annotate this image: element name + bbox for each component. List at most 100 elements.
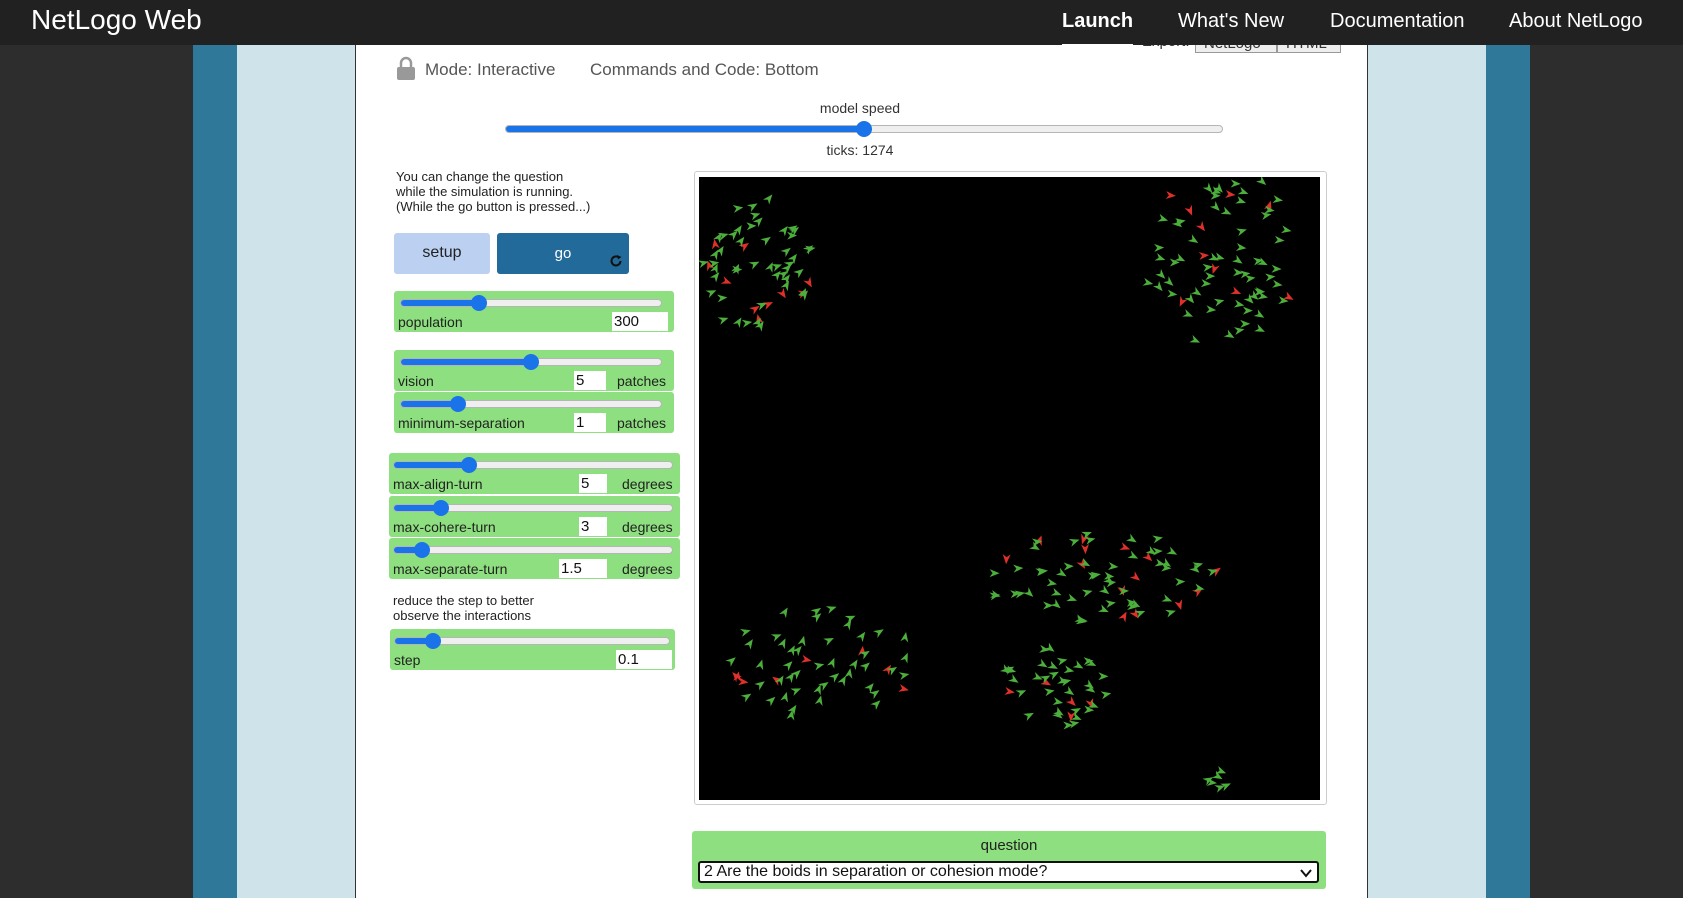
slider-value-input[interactable]: 1.5 (559, 559, 607, 578)
boid-green (1057, 676, 1068, 684)
boid-green (844, 668, 853, 679)
boid-green (786, 645, 795, 657)
boid-green (1244, 275, 1256, 283)
boid-green (1253, 309, 1265, 318)
boid-green (1213, 298, 1225, 307)
boid-green (1163, 276, 1174, 286)
boid-green (786, 709, 795, 721)
slider-max-align-turn[interactable]: max-align-turn 5 degrees (389, 453, 680, 494)
boid-red (711, 238, 720, 250)
slider-knob[interactable] (450, 396, 467, 412)
nav-whats-new[interactable]: What's New (1178, 10, 1285, 32)
slider-knob[interactable] (433, 500, 450, 516)
info-note-line: while the simulation is running. (396, 184, 574, 199)
boid-green (709, 272, 720, 283)
nav-launch[interactable]: Launch (1062, 10, 1134, 46)
boid-green (708, 260, 720, 269)
boid-red (1129, 608, 1139, 619)
boid-green (1154, 243, 1165, 252)
boid-green (1066, 593, 1077, 602)
boid-green (1098, 604, 1109, 613)
boid-green (1008, 674, 1019, 683)
slider-knob[interactable] (523, 354, 539, 370)
nav-documentation[interactable]: Documentation (1330, 10, 1465, 32)
slider-fill (401, 300, 479, 306)
slider-value-input[interactable]: 5 (579, 474, 607, 493)
boid-green (1083, 679, 1094, 689)
question-chooser[interactable]: question 2 Are the boids in separation o… (692, 831, 1326, 889)
boid-green (725, 657, 736, 667)
boid-red (720, 276, 732, 284)
world-view[interactable] (697, 175, 1320, 800)
slider-track[interactable] (400, 295, 662, 311)
speed-slider[interactable] (505, 121, 1223, 137)
brand-logo[interactable]: NetLogo Web (31, 4, 202, 35)
slider-value-input[interactable]: 0.1 (616, 650, 672, 669)
nav-about[interactable]: About NetLogo (1509, 10, 1643, 32)
slider-value-input[interactable]: 5 (574, 371, 606, 390)
slider-value-input[interactable]: 3 (579, 517, 607, 536)
slider-max-separate-turn[interactable]: max-separate-turn 1.5 degrees (389, 538, 680, 579)
commands-code-label[interactable]: Commands and Code: Bottom (590, 60, 819, 79)
boid-green (1189, 563, 1200, 573)
slider-vision[interactable]: vision 5 patches (394, 350, 674, 391)
boid-green (755, 659, 764, 671)
boid-green (1050, 598, 1061, 609)
step-note-line: reduce the step to better (393, 593, 534, 608)
boid-green (1103, 571, 1115, 580)
boid-green (1256, 175, 1267, 185)
slider-unit: degrees (622, 519, 673, 535)
slider-track[interactable] (400, 396, 662, 412)
slider-track[interactable] (393, 457, 673, 473)
boid-green (735, 236, 745, 248)
boid-red (1192, 588, 1203, 598)
boid-green (1100, 691, 1112, 700)
speed-slider-knob[interactable] (856, 121, 872, 137)
mode-label[interactable]: Mode: Interactive (425, 60, 556, 79)
boid-green (1145, 545, 1157, 555)
boid-green (1272, 195, 1283, 203)
boid-green (1208, 252, 1219, 261)
lock-icon[interactable] (396, 56, 416, 81)
boid-green (869, 690, 880, 700)
boid-green (713, 232, 722, 244)
slider-value-input[interactable]: 1 (574, 413, 606, 432)
boid-green (1134, 610, 1146, 619)
slider-minimum-separation[interactable]: minimum-separation 1 patches (394, 392, 674, 433)
boid-green (1035, 568, 1046, 577)
boid-green (1213, 182, 1223, 193)
boid-green (1046, 578, 1058, 587)
boid-green (1171, 217, 1183, 228)
info-note: You can change the question while the si… (396, 169, 656, 214)
boid-green (797, 288, 807, 299)
slider-track[interactable] (394, 633, 670, 649)
boid-green (842, 619, 852, 631)
question-select[interactable]: 2 Are the boids in separation or cohesio… (698, 861, 1319, 883)
boid-green (1105, 579, 1117, 588)
boid-green (1044, 642, 1055, 652)
boid-red (1119, 542, 1131, 550)
slider-knob[interactable] (413, 542, 430, 558)
slider-value-input[interactable]: 300 (612, 312, 668, 331)
go-button[interactable]: go (497, 233, 629, 274)
slider-track[interactable] (393, 500, 673, 516)
slider-knob[interactable] (425, 633, 442, 649)
slider-population[interactable]: population 300 (394, 291, 674, 332)
slider-knob[interactable] (461, 457, 478, 473)
boid-green (898, 672, 910, 681)
boid-red (803, 276, 812, 288)
boid-green (777, 271, 789, 281)
slider-max-cohere-turn[interactable]: max-cohere-turn 3 degrees (389, 496, 680, 537)
slider-track[interactable] (393, 542, 673, 558)
slider-knob[interactable] (471, 295, 487, 311)
slider-step[interactable]: step 0.1 (390, 629, 675, 670)
boid-red (1282, 291, 1294, 300)
slider-track[interactable] (400, 354, 662, 370)
boid-red (1004, 686, 1015, 695)
boid-green (1075, 616, 1087, 625)
boid-green (823, 637, 834, 646)
setup-button[interactable]: setup (394, 233, 490, 274)
slider-fill (394, 547, 422, 553)
boid-green (1050, 587, 1062, 596)
boid-green (1214, 785, 1225, 793)
